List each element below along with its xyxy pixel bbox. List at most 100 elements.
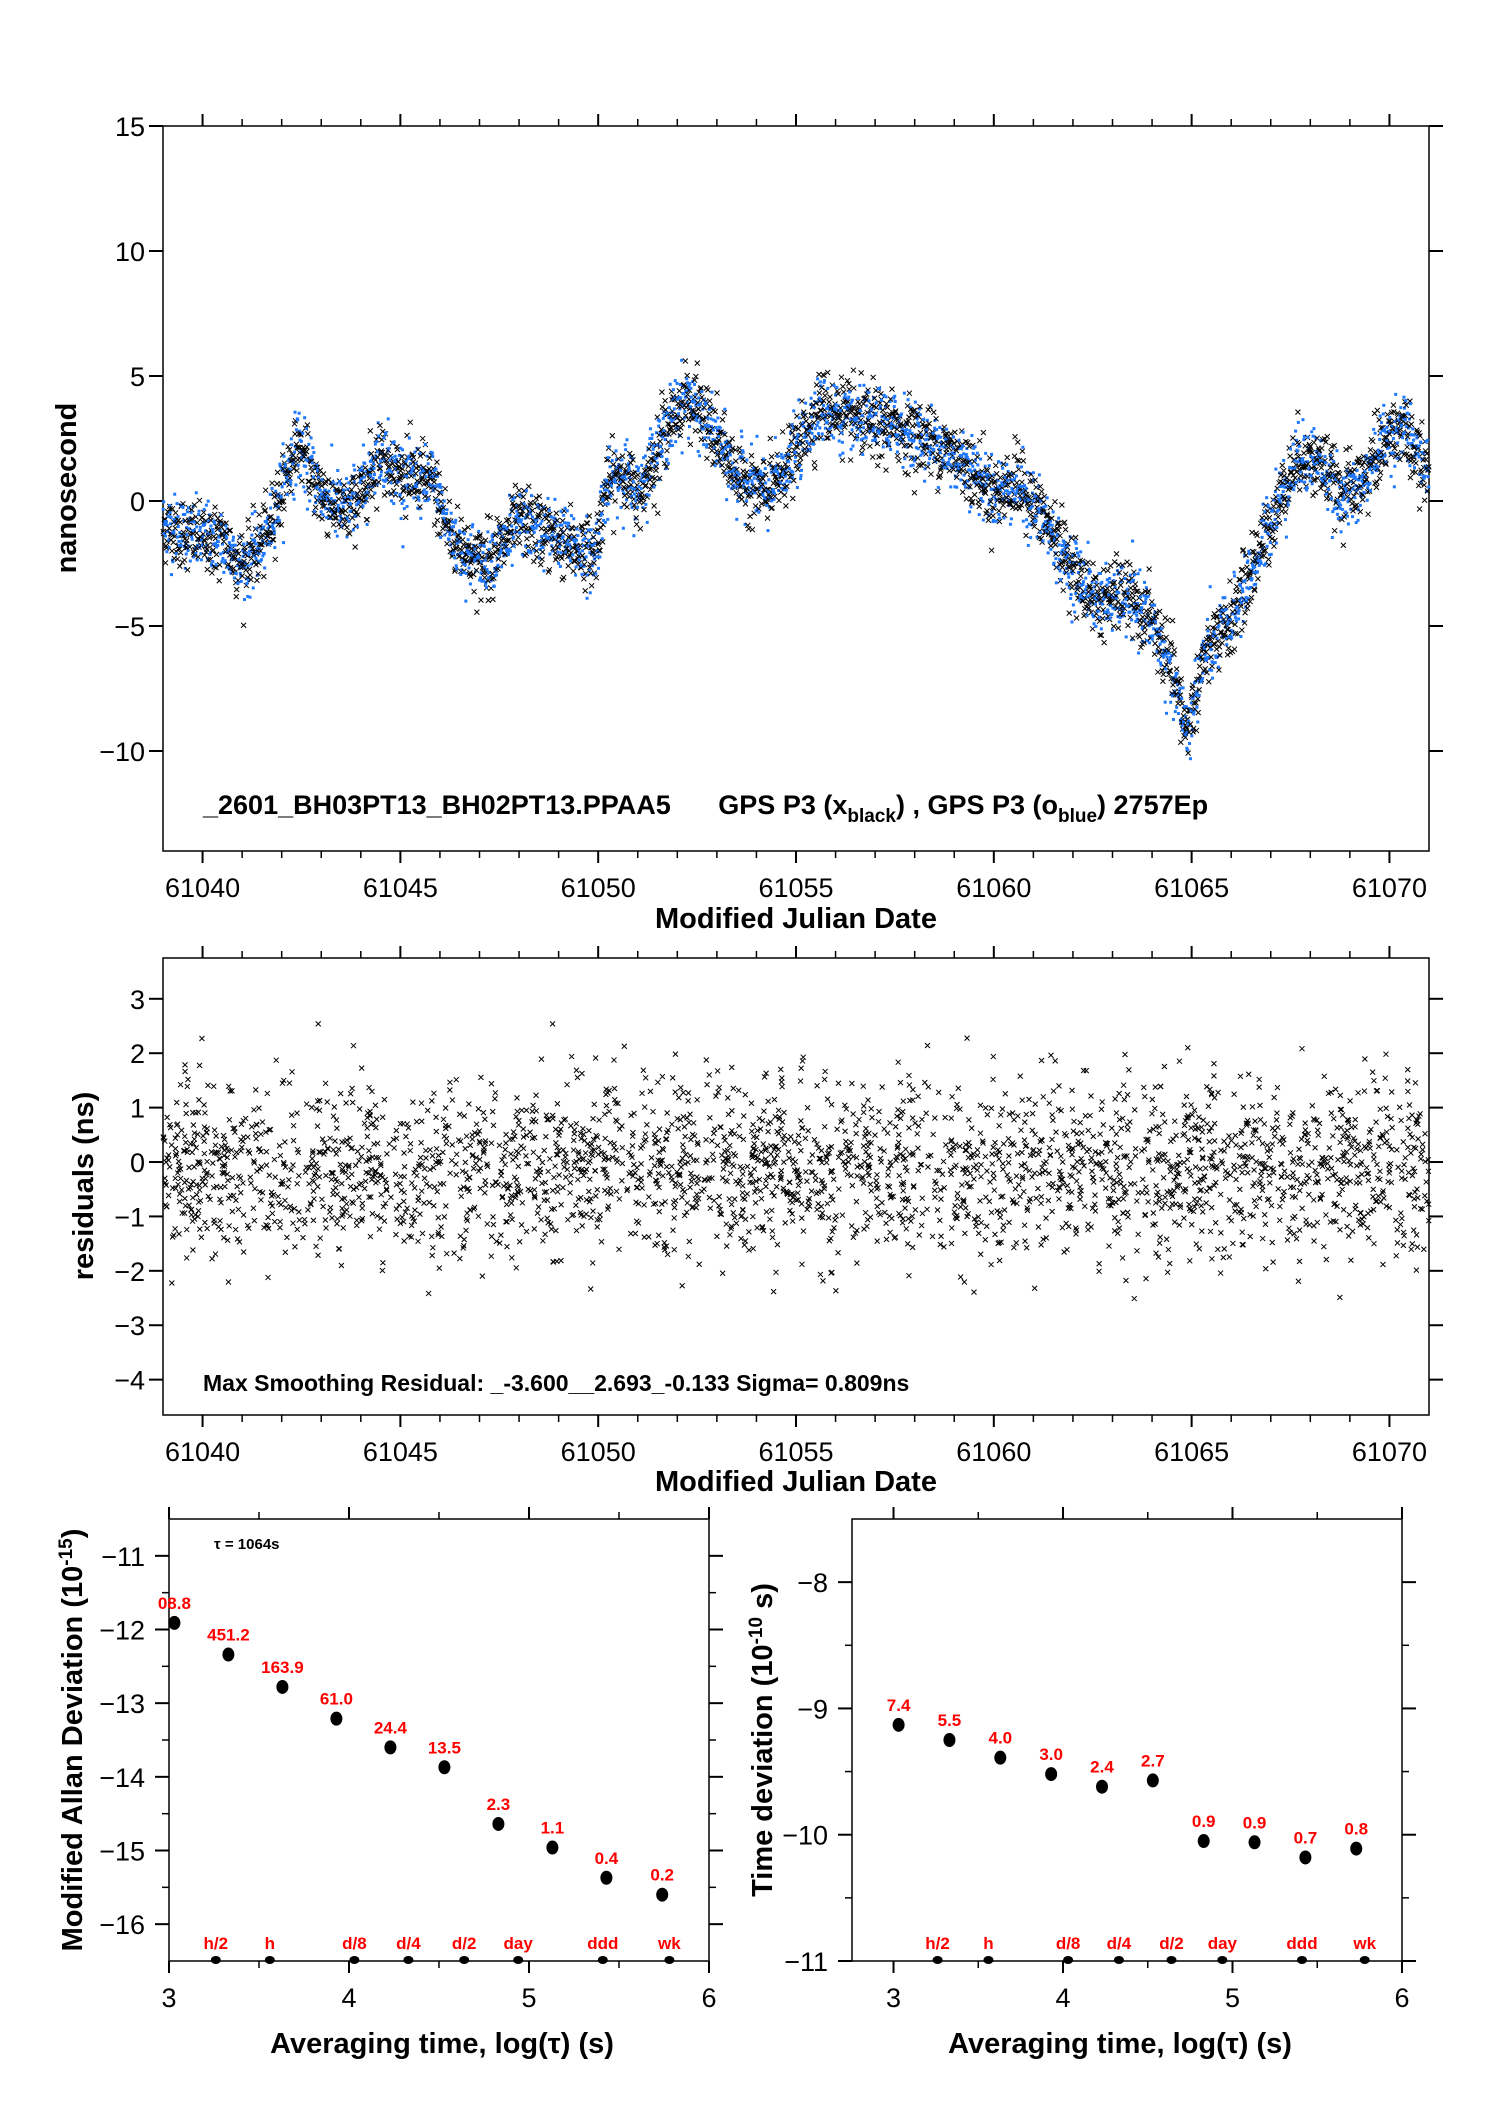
blue-dot-point [442, 516, 446, 520]
blue-dot-point [461, 558, 465, 562]
blue-dot-point [176, 515, 180, 519]
blue-dot-point [1284, 535, 1288, 539]
black-x-point [1090, 560, 1096, 567]
blue-dot-point [797, 416, 801, 420]
black-x-point [290, 452, 297, 459]
blue-dot-point [707, 436, 711, 440]
blue-dot-point [219, 513, 223, 517]
black-x-point [196, 497, 203, 504]
black-x-point [839, 383, 846, 390]
blue-dot-point [407, 454, 411, 458]
black-x-point [811, 465, 818, 471]
blue-dot-point [548, 552, 552, 556]
black-x-point [986, 455, 993, 461]
black-x-point [504, 537, 511, 544]
blue-dot-point [670, 444, 674, 448]
blue-dot-point [680, 358, 684, 362]
blue-dot-point [305, 471, 309, 475]
blue-dot-point [508, 513, 512, 517]
blue-dot-point [1031, 471, 1035, 475]
blue-dot-point [969, 505, 973, 509]
blue-dot-point [607, 445, 611, 449]
black-x-point [1027, 511, 1034, 518]
black-x-point [350, 507, 357, 513]
blue-dot-point [186, 549, 190, 553]
blue-dot-point [338, 519, 342, 523]
black-x-point [517, 506, 523, 512]
black-x-point [816, 390, 823, 396]
blue-dot-point [488, 540, 492, 544]
blue-dot-point [1239, 584, 1243, 588]
blue-dot-point [246, 594, 250, 598]
blue-dot-point [1050, 523, 1054, 527]
blue-dot-point [296, 418, 300, 422]
blue-dot-point [1213, 661, 1217, 665]
blue-dot-point [1175, 671, 1179, 675]
blue-dot-point [966, 479, 970, 483]
blue-dot-point [169, 573, 173, 577]
black-x-point [246, 566, 253, 573]
blue-dot-point [887, 442, 891, 446]
blue-dot-point [702, 443, 706, 447]
black-x-point [477, 532, 483, 538]
blue-dot-point [327, 489, 331, 493]
black-x-point [767, 435, 774, 442]
black-x-point [539, 549, 546, 555]
blue-dot-point [433, 484, 437, 488]
blue-dot-point [832, 436, 836, 440]
blue-dot-point [352, 463, 356, 467]
blue-dot-point [452, 550, 456, 554]
blue-dot-point [1100, 580, 1104, 584]
blue-dot-point [822, 379, 826, 383]
blue-dot-point [282, 482, 286, 486]
blue-dot-point [229, 571, 233, 575]
blue-dot-point [1106, 608, 1110, 612]
blue-dot-point [871, 439, 875, 443]
black-x-point [508, 528, 515, 535]
blue-dot-point [417, 507, 421, 511]
blue-dot-point [490, 559, 494, 563]
black-x-point [930, 409, 937, 416]
black-x-point [322, 478, 329, 485]
blue-dot-point [1092, 622, 1096, 626]
blue-dot-point [164, 534, 168, 538]
blue-dot-point [1153, 603, 1157, 607]
blue-dot-point [257, 551, 261, 555]
blue-dot-point [245, 582, 249, 586]
blue-dot-point [286, 478, 290, 482]
blue-dot-point [574, 573, 578, 577]
blue-dot-point [841, 451, 845, 455]
blue-dot-point [659, 444, 663, 448]
black-x-point [346, 530, 353, 537]
blue-dot-point [221, 550, 225, 554]
black-x-point [530, 558, 537, 565]
blue-dot-point [979, 497, 983, 501]
blue-dot-point [1100, 602, 1104, 606]
blue-dot-point [1139, 610, 1143, 614]
black-x-point [706, 398, 713, 404]
blue-dot-point [319, 510, 323, 514]
blue-dot-point [397, 453, 401, 457]
blue-dot-point [657, 424, 661, 428]
blue-dot-point [250, 512, 254, 516]
black-x-point [925, 406, 932, 413]
black-x-point [937, 472, 944, 479]
blue-dot-point [606, 456, 610, 460]
blue-dot-point [923, 479, 927, 483]
blue-dot-point [867, 390, 871, 394]
blue-dot-point [818, 426, 822, 430]
black-x-point [319, 515, 325, 522]
black-x-point [236, 540, 243, 547]
black-x-point [184, 567, 191, 573]
blue-dot-point [291, 492, 295, 496]
black-x-point [489, 576, 495, 582]
blue-dot-point [1223, 596, 1227, 600]
blue-dot-point [962, 452, 966, 456]
blue-dot-point [264, 542, 268, 546]
blue-dot-point [710, 390, 714, 394]
blue-dot-point [542, 569, 546, 573]
blue-dot-point [441, 511, 445, 515]
blue-dot-point [1071, 603, 1075, 607]
black-x-point [492, 549, 499, 556]
